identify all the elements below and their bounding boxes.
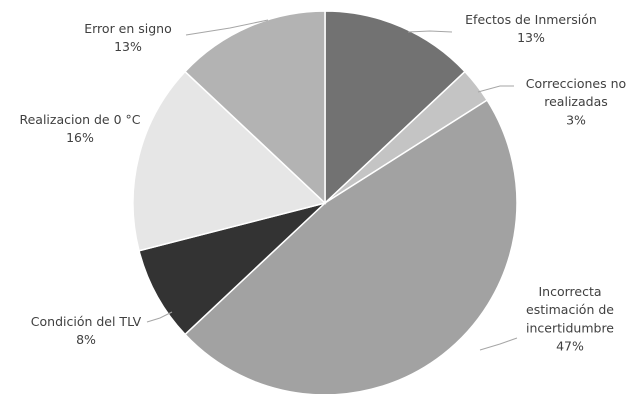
pie-slice-condicion-del-tlv (138, 202, 326, 336)
pie-slice-incorrecta-estimacion-de-incertidumbre (183, 99, 518, 394)
slice-name-label: Correcciones no (526, 76, 626, 91)
slice-name-label: Error en signo (84, 21, 172, 36)
slice-value-label: 13% (114, 39, 142, 54)
slice-label-realizacion-de-0-c: Realizacion de 0 °C 16% (19, 112, 140, 145)
slice-name-label: Incorrecta (538, 284, 601, 299)
pie-slice-error-en-signo (183, 10, 326, 205)
slice-value-label: 47% (556, 338, 584, 353)
slice-label-correcciones-no-realizadas: Correcciones no realizadas 3% (526, 76, 626, 127)
leader-line-condicion-del-tlv (146, 311, 173, 323)
slice-value-label: 16% (66, 130, 94, 145)
slice-value-label: 13% (517, 30, 545, 45)
slice-value-label: 8% (76, 332, 96, 347)
slice-name-label: Condición del TLV (31, 314, 142, 329)
leader-lines (146, 19, 518, 351)
slice-name-label: incertidumbre (526, 320, 614, 335)
slice-labels: Efectos de Inmersión 13% Correcciones no re… (19, 12, 626, 353)
slice-label-incorrecta-estimacion-de-incertidumbre: Incorrecta estimación de incertidumbre 47% (526, 284, 614, 353)
slice-label-efectos-de-inmersion: Efectos de Inmersión 13% (465, 12, 597, 45)
slice-name-label: realizadas (544, 94, 608, 109)
slice-label-error-en-signo: Error en signo 13% (84, 21, 172, 54)
slice-name-label: Efectos de Inmersión (465, 12, 597, 27)
pie-slices (132, 10, 518, 394)
leader-line-error-en-signo (185, 19, 269, 36)
slice-label-condicion-del-tlv: Condición del TLV 8% (31, 314, 142, 347)
slice-name-label: estimación de (526, 302, 614, 317)
leader-line-incorrecta-estimacion-de-incertidumbre (479, 337, 518, 351)
slice-name-label: Realizacion de 0 °C (19, 112, 140, 127)
leader-line-correcciones-no-realizadas (477, 85, 514, 93)
pie-slice-realizacion-de-0-c (132, 70, 327, 252)
pie-slice-efectos-de-inmersion (324, 10, 467, 205)
slice-value-label: 3% (566, 112, 586, 127)
leader-line-efectos-de-inmersion (407, 30, 453, 33)
